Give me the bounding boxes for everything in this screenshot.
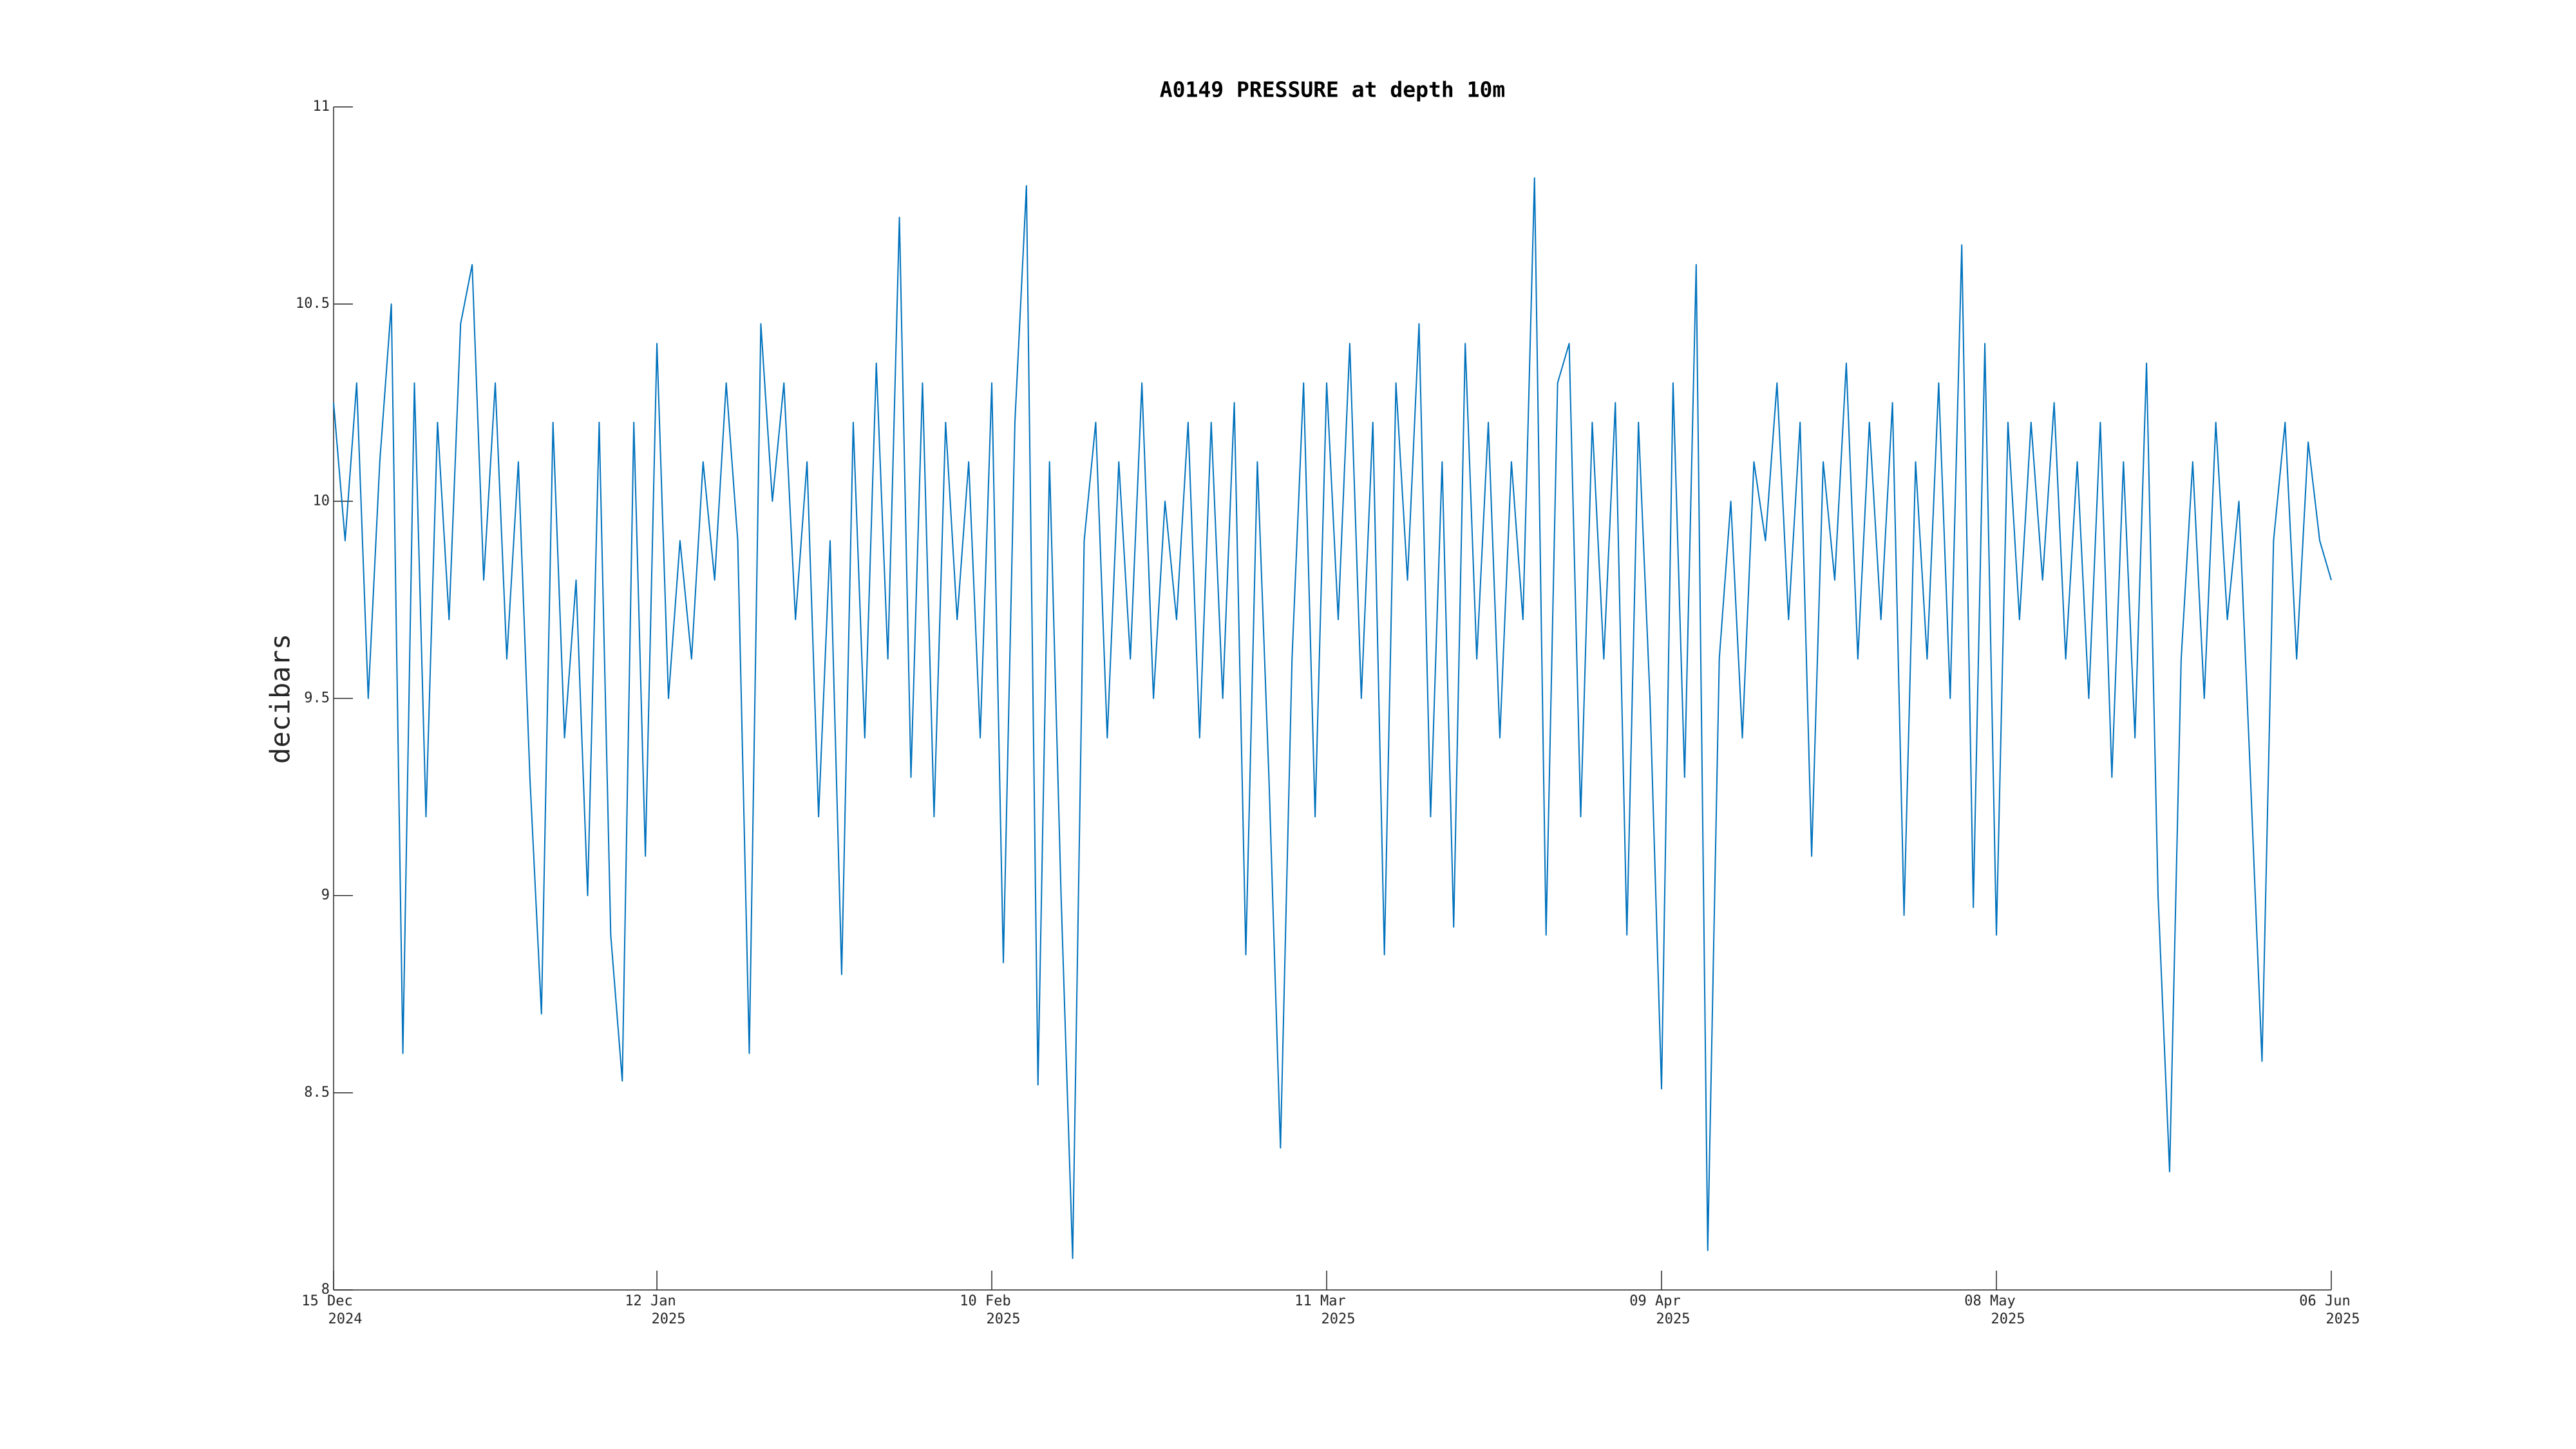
y-axis-label: decibars [265,634,296,764]
x-tick-label: 15 Dec 2024 [301,1293,362,1327]
x-tick-label: 09 Apr 2025 [1629,1293,1690,1327]
x-tick-label-line: 2025 [1991,1311,2025,1327]
y-tick-label: 10.5 [296,296,330,312]
y-tick-label: 11 [313,99,330,115]
y-tick-label: 8 [321,1282,330,1298]
x-tick-label: 08 May 2025 [1964,1293,2025,1327]
x-tick-label: 11 Mar 2025 [1294,1293,1355,1327]
x-tick-label-line: 09 Apr [1629,1293,1680,1309]
x-tick-label-line: 08 May [1964,1293,2015,1309]
x-tick-label: 10 Feb 2025 [960,1293,1020,1327]
y-tick-label: 9.5 [304,690,330,706]
x-tick-label: 06 Jun 2025 [2299,1293,2360,1327]
x-tick-label-line: 2025 [1321,1311,1356,1327]
y-tick-label: 8.5 [304,1084,330,1101]
x-tick-label-line: 15 Dec [301,1293,352,1309]
chart-title: A0149 PRESSURE at depth 10m [1160,77,1505,102]
x-tick-label: 12 Jan 2025 [625,1293,685,1327]
x-tick-label-line: 2024 [328,1311,363,1327]
x-tick-label-line: 2025 [2326,1311,2360,1327]
y-tick-label: 10 [313,493,330,509]
y-tick-label: 9 [321,887,330,904]
x-tick-label-line: 10 Feb [960,1293,1010,1309]
x-tick-label-line: 2025 [1656,1311,1690,1327]
x-tick-label-line: 2025 [987,1311,1021,1327]
x-tick-label-line: 11 Mar [1294,1293,1345,1309]
x-tick-label-line: 12 Jan [625,1293,676,1309]
x-tick-label-line: 06 Jun [2299,1293,2350,1309]
x-tick-label-line: 2025 [652,1311,686,1327]
data-line [333,177,2332,1260]
